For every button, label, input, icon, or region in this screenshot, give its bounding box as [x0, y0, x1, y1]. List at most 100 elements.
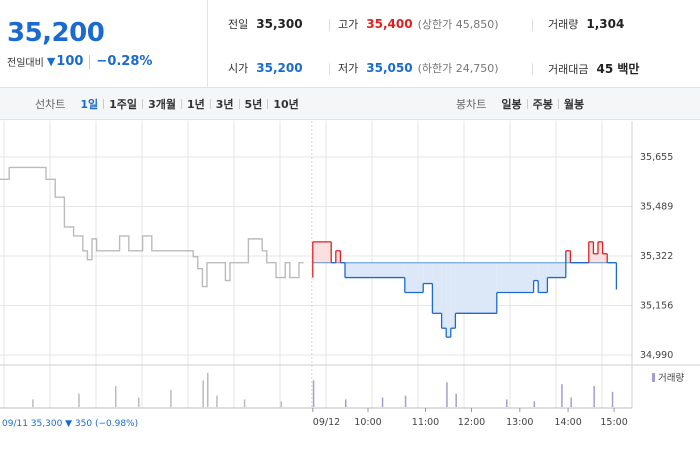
tab-divider [267, 99, 269, 109]
price-fill-down [432, 262, 442, 314]
change-row: 전일대비 ▼ 100 −0.28% [7, 54, 152, 69]
down-triangle-icon: ▼ [46, 55, 56, 68]
volume-bar-prev-day [115, 386, 117, 407]
period-tab-1w[interactable]: 1주일 [109, 98, 138, 111]
chart-toolbar: 선차트 1일 1주일 3개월 1년 3년 5년 10년 봉차트 일봉 주봉 월봉 [0, 88, 700, 120]
price-fill-up [593, 253, 598, 263]
change-label: 전일대비 [7, 58, 44, 69]
volume-bar-today [570, 397, 572, 407]
stat-value: 1,304 [586, 17, 625, 31]
volume-bar-today [533, 401, 536, 407]
candle-chart-periods: 봉차트 일봉 주봉 월봉 [456, 88, 589, 120]
stat-volume: 거래량 1,304 [548, 16, 624, 32]
price-summary: 35,200 전일대비 ▼ 100 −0.28% 전일 35,300 고가 35… [0, 0, 700, 88]
price-fill-down [423, 262, 433, 284]
x-tick-label: 09/12 [313, 417, 340, 428]
volume-bar-prev-day [78, 393, 80, 407]
price-fill-areas [312, 241, 608, 338]
period-tab-1y[interactable]: 1년 [186, 98, 205, 111]
x-axis: 09/12 10:00 11:00 12:00 13:00 14:00 15:00 [312, 408, 628, 428]
tab-divider [209, 99, 211, 109]
volume-bars [32, 372, 614, 407]
price-fill-up [602, 253, 608, 263]
change-divider [89, 54, 91, 69]
volume-bar-today [455, 393, 457, 407]
y-tick-label: 35,156 [640, 301, 673, 312]
volume-bar-today [593, 386, 595, 407]
price-fill-up [335, 250, 341, 263]
price-fill-down [446, 262, 451, 338]
period-tab-3y[interactable]: 3년 [215, 98, 234, 111]
y-tick-label: 35,322 [640, 251, 673, 262]
volume-bar-today [312, 380, 315, 407]
stat-label: 고가 [338, 18, 359, 31]
price-fill-down [404, 262, 424, 293]
upper-limit: (상한가 45,850) [417, 18, 499, 31]
period-tab-10y[interactable]: 10년 [273, 98, 299, 111]
volume-bar-today [561, 384, 563, 407]
lower-limit: (하한가 24,750) [417, 62, 499, 75]
stat-low: 저가 35,050 (하한가 24,750) [338, 60, 499, 76]
volume-bar-today [345, 399, 347, 407]
candle-tab-daily[interactable]: 일봉 [501, 98, 522, 111]
volume-bar-today [446, 382, 448, 407]
volume-bar-today [611, 391, 614, 407]
y-tick-label: 35,655 [640, 152, 673, 163]
price-fill-up [312, 241, 332, 263]
period-tab-5y[interactable]: 5년 [244, 98, 263, 111]
candle-tab-monthly[interactable]: 월봉 [563, 98, 585, 111]
stat-divider [532, 19, 533, 31]
volume-bar-prev-day [243, 399, 246, 407]
x-tick-label: 10:00 [354, 417, 381, 428]
volume-bar-today [506, 399, 508, 407]
candle-chart-label: 봉차트 [456, 98, 487, 111]
change-percent: −0.28% [96, 54, 153, 69]
x-tick-label: 15:00 [600, 417, 627, 428]
intraday-price-chart: 35,655 35,489 35,322 35,156 34,990 09/12 10:0… [0, 121, 700, 429]
y-axis: 35,655 35,489 35,322 35,156 34,990 [640, 152, 673, 361]
price-fill-down [533, 262, 539, 281]
price-lines [0, 166, 618, 338]
change-amount: 100 [56, 54, 84, 69]
stat-divider [532, 63, 533, 75]
price-fill-down [547, 262, 566, 278]
stat-value: 35,050 [366, 61, 413, 75]
line-chart-periods: 선차트 1일 1주일 3개월 1년 3년 5년 10년 [35, 88, 304, 120]
price-fill-down [450, 262, 456, 329]
price-fill-up [588, 241, 594, 263]
x-tick-label: 14:00 [554, 417, 581, 428]
stat-prev-close: 전일 35,300 [228, 16, 303, 32]
volume-bar-today [381, 397, 384, 407]
volume-bar-prev-day [280, 401, 283, 407]
volume-bar-prev-day [170, 389, 172, 407]
volume-bar-prev-day [216, 395, 218, 407]
x-tick-label: 11:00 [412, 417, 439, 428]
period-tab-1d[interactable]: 1일 [80, 98, 99, 111]
x-tick-label: 12:00 [458, 417, 485, 428]
volume-bar-prev-day [32, 399, 34, 407]
volume-bar-prev-day [207, 372, 209, 407]
stat-open: 시가 35,200 [228, 60, 303, 76]
candle-tab-weekly[interactable]: 주봉 [532, 98, 553, 111]
volume-legend: 거래량 [658, 372, 684, 384]
price-fill-up [565, 250, 571, 263]
y-tick-label: 34,990 [640, 350, 673, 361]
price-fill-down [496, 262, 534, 293]
line-chart-label: 선차트 [35, 98, 66, 111]
stat-value: 45 백만 [596, 62, 640, 76]
stat-high: 고가 35,400 (상한가 45,850) [338, 16, 499, 32]
stat-value: 35,400 [366, 17, 413, 31]
current-price-block: 35,200 전일대비 ▼ 100 −0.28% [0, 0, 208, 88]
tab-divider [180, 99, 182, 109]
volume-bar-prev-day [202, 380, 204, 407]
stat-divider [329, 63, 330, 75]
tab-divider [238, 99, 240, 109]
tab-divider [142, 99, 144, 109]
volume-bar-today [404, 395, 407, 407]
period-tab-3m[interactable]: 3개월 [148, 98, 176, 111]
y-tick-label: 35,489 [640, 202, 673, 213]
stat-label: 시가 [228, 62, 249, 75]
price-fill-down [538, 262, 548, 293]
x-tick-label: 13:00 [506, 417, 533, 428]
prev-day-price-line [0, 166, 304, 288]
